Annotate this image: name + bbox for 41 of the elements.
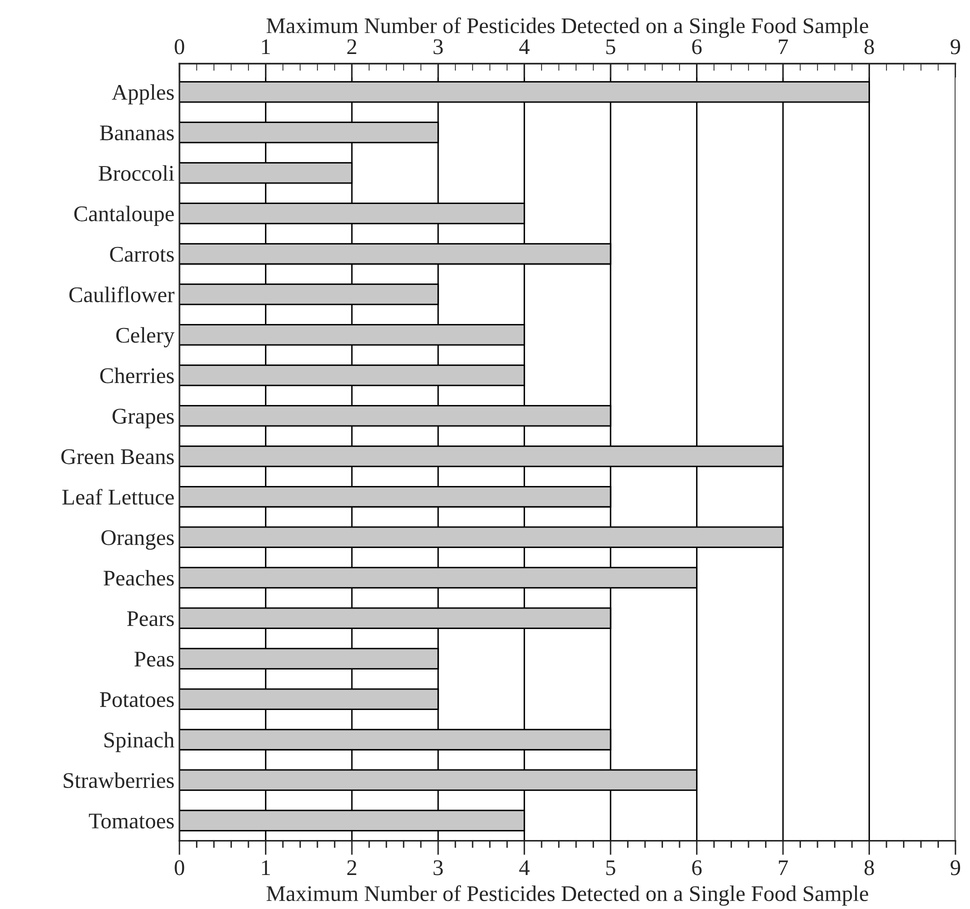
x2-tick-label: 7 [778,39,788,54]
x2-tick-label: 5 [606,39,616,54]
x-tick-label: 8 [864,860,874,876]
y-tick-label: Pears [127,611,174,626]
y-tick-label: Peaches [104,570,174,586]
y-tick-label: Cantaloupe [74,206,174,226]
y-tick-label: Potatoes [100,692,174,708]
x-tick-label: 1 [262,860,270,875]
x2-tick-label: 3 [434,39,443,54]
x-tick-label: 5 [606,860,616,876]
x2-tick-label: 0 [174,39,184,54]
y-tick-label: Cauliflower [69,286,174,302]
x-tick-label: 3 [434,860,443,876]
x2-axis-title: Maximum Number of Pesticides Detected on a Single Food Sample [266,17,868,38]
y-tick-label: Oranges [101,530,174,550]
x-tick-label: 2 [347,860,356,875]
y-tick-label: Carrots [110,246,174,262]
y-tick-label: Grapes [112,408,174,428]
x-tick-label: 0 [174,860,184,876]
y-tick-label: Apples [112,84,174,104]
x-tick-label: 9 [950,860,960,876]
x2-tick-label: 4 [519,39,530,54]
x-tick-label: 7 [778,860,788,875]
x-tick-label: 4 [519,860,530,875]
x2-tick-label: 8 [864,39,874,54]
y-tick-label: Tomatoes [88,814,174,829]
y-tick-label: Green Beans [61,449,174,464]
y-tick-label: Peas [134,652,174,667]
x2-tick-label: 1 [262,39,270,54]
y-tick-label: Bananas [100,126,174,140]
x2-tick-label: 2 [347,39,356,54]
x-axis-title: Maximum Number of Pesticides Detected on a Single Food Sample [266,885,868,906]
y-tick-label: Broccoli [98,165,174,181]
y-tick-label: Spinach [104,732,174,752]
y-tick-label: Leaf Lettuce [62,488,174,505]
x-tick-label: 6 [692,860,702,876]
x2-tick-label: 9 [950,39,960,54]
y-tick-label: Cherries [100,368,174,384]
x2-tick-label: 6 [692,39,702,54]
y-tick-label: Strawberries [64,772,174,788]
y-tick-label: Celery [116,327,174,348]
